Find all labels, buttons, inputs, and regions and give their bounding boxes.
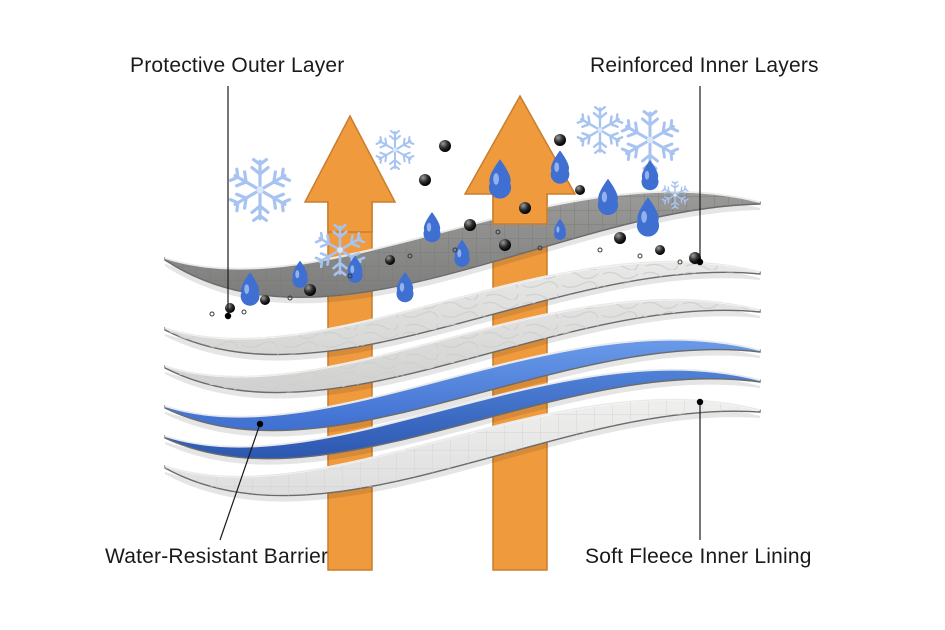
snowflake-icon [376,131,414,169]
particle-sphere-icon [519,202,531,214]
particle-dot-icon [598,248,602,252]
water-drop-icon [598,179,618,215]
particle-sphere-icon [575,185,585,195]
diagram-stage: Protective Outer Layer Reinforced Inner … [0,0,945,630]
arrows-front [305,96,575,232]
water-drop-icon [424,212,441,242]
water-drop-icon [642,160,659,190]
arrow-head-0 [305,116,395,232]
leader-dot-icon [225,313,231,319]
leader-dot-icon [257,421,263,427]
particle-sphere-icon [304,284,316,296]
snowflake-icon [622,112,679,169]
particle-sphere-icon [385,255,395,265]
particle-sphere-icon [419,174,431,186]
particle-sphere-icon [260,295,270,305]
particle-sphere-icon [439,140,451,152]
fabric-layers [155,150,770,558]
leader-dot-icon [697,399,703,405]
particle-dot-icon [242,310,246,314]
snowflake-icon [230,160,291,221]
particle-dot-icon [638,254,642,258]
particle-sphere-icon [225,303,235,313]
particle-sphere-icon [499,239,511,251]
diagram-svg [0,0,945,630]
particle-sphere-icon [554,134,566,146]
leader-dot-icon [697,259,703,265]
particle-sphere-icon [464,219,476,231]
snowflake-icon [577,107,622,153]
particle-dot-icon [210,312,214,316]
particle-sphere-icon [614,232,626,244]
particle-sphere-icon [655,245,665,255]
